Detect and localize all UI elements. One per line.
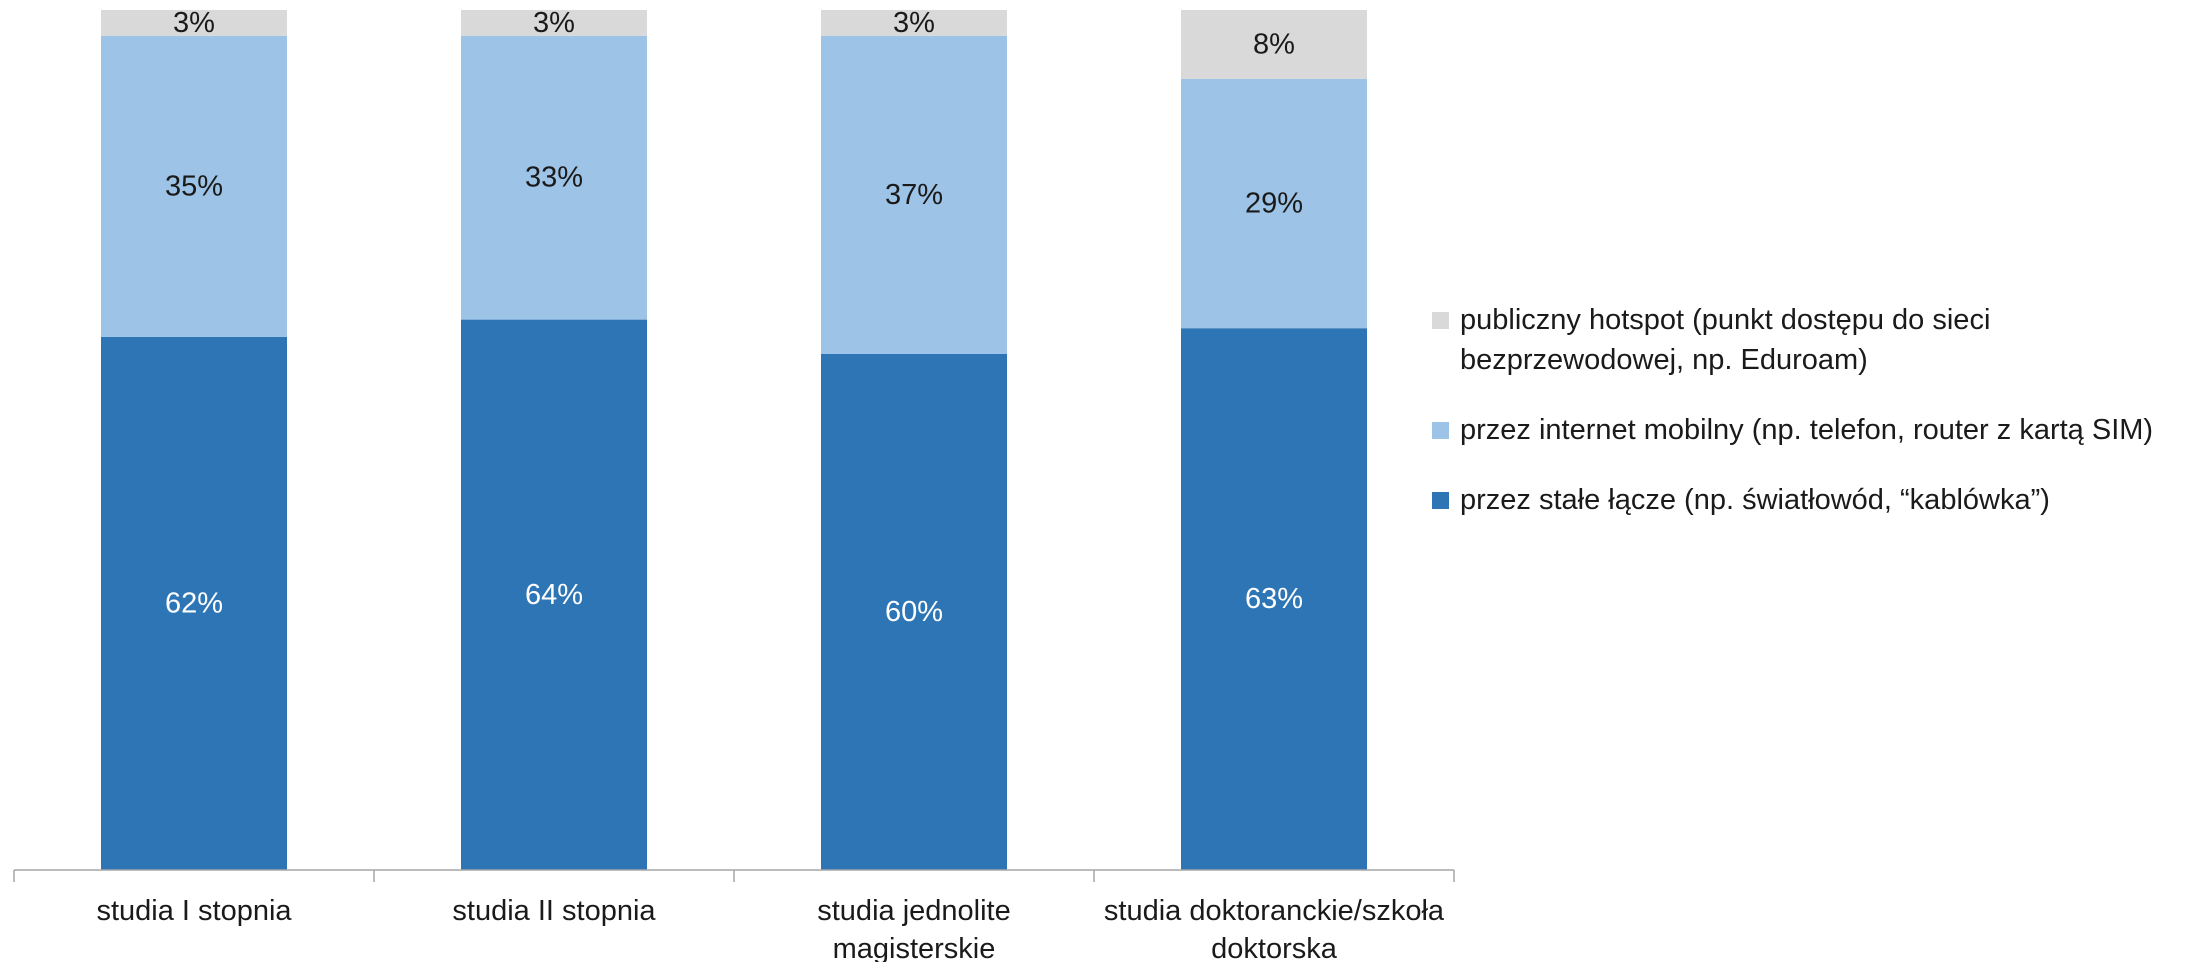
legend-swatch-mobile (1432, 422, 1449, 439)
data-label-3-1: 3% (173, 7, 215, 39)
x-tick-label-4: studia doktoranckie/szkoła doktorska (1104, 895, 1445, 962)
legend-label-mobile: przez internet mobilny (np. telefon, rou… (1460, 414, 2154, 446)
legend-label-fixed: przez stałe łącze (np. światłowód, “kabl… (1460, 484, 2050, 516)
bar-segment-3-4 (1181, 10, 1367, 79)
legend-item-fixed: przez stałe łącze (np. światłowód, “kabl… (1432, 480, 2182, 520)
x-tick-label-3: studia jednolite magisterskie (817, 895, 1010, 962)
bar-segment-2-3 (821, 35, 1007, 355)
bar-segment-2-2 (461, 35, 647, 320)
legend: publiczny hotspot (punkt dostępu do siec… (1432, 300, 2182, 550)
legend-item-hotspot: publiczny hotspot (punkt dostępu do siec… (1432, 300, 2182, 380)
data-label-3-2: 3% (533, 7, 575, 39)
legend-label-hotspot: publiczny hotspot (punkt dostępu do siec… (1460, 304, 1991, 376)
bar-segment-1-1 (101, 336, 287, 870)
x-tick-label-line: magisterskie (833, 933, 996, 962)
data-label-1-2: 64% (525, 579, 583, 611)
x-tick-label-2: studia II stopnia (452, 895, 656, 927)
data-label-2-4: 29% (1245, 188, 1303, 220)
x-tick-label-line: doktorska (1211, 933, 1338, 962)
legend-swatch-fixed (1432, 492, 1449, 509)
x-tick-label-line: studia jednolite (817, 895, 1010, 927)
bar-segment-1-3 (821, 354, 1007, 870)
bar-segment-3-2 (461, 10, 647, 36)
data-label-1-3: 60% (885, 596, 943, 628)
bar-segment-3-1 (101, 10, 287, 36)
bar-segment-1-4 (1181, 328, 1367, 870)
legend-item-mobile: przez internet mobilny (np. telefon, rou… (1432, 410, 2182, 450)
data-label-2-1: 35% (165, 170, 223, 202)
x-tick-label-line: studia I stopnia (96, 895, 292, 927)
bar-segment-2-4 (1181, 78, 1367, 329)
data-label-3-4: 8% (1253, 28, 1295, 60)
bar-segment-3-3 (821, 10, 1007, 36)
data-label-1-1: 62% (165, 587, 223, 619)
data-label-2-3: 37% (885, 179, 943, 211)
data-label-2-2: 33% (525, 162, 583, 194)
x-tick-label-1: studia I stopnia (96, 895, 292, 927)
bar-segment-2-1 (101, 35, 287, 337)
legend-swatch-hotspot (1432, 312, 1449, 329)
data-label-3-3: 3% (893, 7, 935, 39)
x-tick-label-line: studia II stopnia (452, 895, 656, 927)
data-label-1-4: 63% (1245, 583, 1303, 615)
x-tick-label-line: studia doktoranckie/szkoła (1104, 895, 1445, 927)
bar-segment-1-2 (461, 319, 647, 871)
